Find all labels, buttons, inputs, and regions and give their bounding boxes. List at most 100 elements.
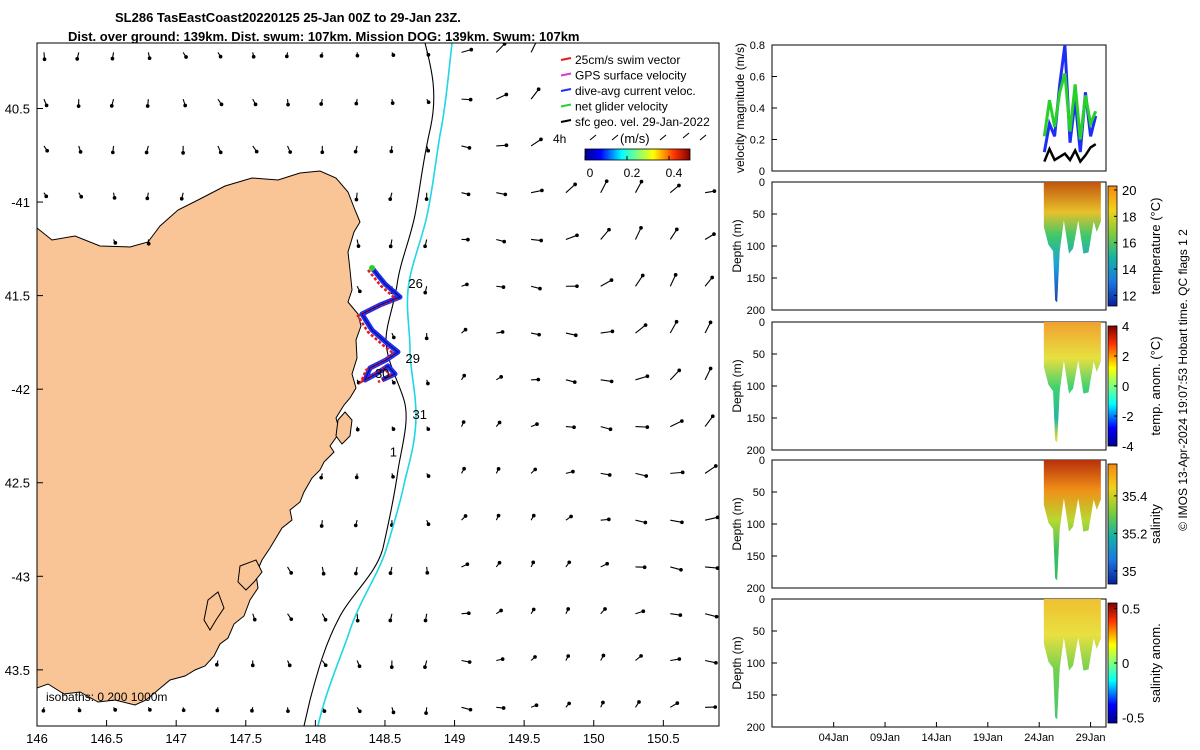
surface-velocity-arrow-head: [675, 701, 680, 705]
surface-velocity-arrow-head: [468, 707, 473, 712]
surface-velocity-arrow-head: [289, 571, 294, 575]
surface-velocity-arrow: [669, 321, 678, 334]
legend-swatch: [560, 72, 572, 77]
surface-velocity-arrow-head: [354, 475, 359, 480]
surface-velocity-arrow-head: [467, 660, 472, 664]
legend-entry: GPS surface velocity: [575, 69, 686, 83]
surface-velocity-arrow-head: [566, 607, 571, 611]
surface-velocity-arrow-head: [531, 513, 536, 518]
section-y-tick-label: 100: [747, 519, 765, 531]
surface-velocity-arrow-head: [604, 179, 609, 184]
surface-velocity-arrow-head: [637, 700, 641, 704]
section-y-tick-label: 0: [759, 455, 765, 467]
surface-velocity-arrow-head: [643, 323, 648, 327]
surface-velocity-arrow-head: [500, 330, 505, 334]
section-ylabel: Depth (m): [730, 359, 744, 412]
section-y-tick-label: 100: [747, 658, 765, 670]
surface-velocity-arrow-head: [500, 657, 505, 661]
surface-velocity-arrow-head: [502, 239, 507, 244]
surface-velocity-arrow: [600, 279, 612, 287]
section-y-tick-label: 100: [747, 381, 765, 393]
surface-velocity-arrow-head: [147, 56, 152, 61]
surface-velocity-arrow: [530, 138, 542, 147]
surface-velocity-arrow-head: [536, 377, 541, 382]
map-x-ticks: 146 146.5 147 147.5 148 148.5 149 149.5 150 150.5: [26, 720, 680, 746]
surface-velocity-arrow-head: [643, 520, 648, 525]
map-legend: 25cm/s swim vector GPS surface velocitydi…: [560, 53, 710, 141]
surface-velocity-arrow: [670, 420, 683, 428]
surface-velocity-arrow-head: [712, 232, 716, 236]
surface-velocity-arrow-head: [499, 374, 504, 379]
section-colorbar-tick-label: -2: [1122, 409, 1134, 424]
section-colorbar-tick-label: 0: [1122, 379, 1129, 394]
surface-velocity-arrow-head: [45, 148, 50, 153]
day-labels: 26 29 30 31 1: [375, 276, 427, 459]
surface-velocity-field: [41, 40, 719, 715]
surface-velocity-arrow-head: [389, 665, 394, 669]
surface-velocity-arrow-head: [388, 197, 393, 202]
surface-velocity-arrow-head: [423, 618, 428, 623]
surface-velocity-arrow-head: [462, 373, 467, 378]
surface-velocity-arrow-head: [536, 87, 541, 92]
section-y-tick-label: 0: [759, 594, 765, 606]
surface-velocity-arrow-head: [145, 196, 150, 201]
section-colorbar-tick-label: 18: [1122, 209, 1136, 224]
map-x-tick-label: 150: [583, 731, 605, 746]
surface-velocity-arrow-head: [253, 102, 258, 107]
time-x-tick-label: 24Jan: [1024, 732, 1054, 744]
surface-velocity-arrow-head: [112, 196, 117, 200]
surface-velocity-arrow-head: [496, 467, 501, 471]
surface-velocity-arrow-head: [504, 143, 509, 148]
section-colorbar-tick-label: 35: [1122, 564, 1136, 579]
map-y-tick-label: 42.5: [5, 476, 30, 491]
surface-velocity-arrow-head: [218, 150, 223, 155]
map-x-tick-label: 150.5: [647, 731, 680, 746]
surface-velocity-arrow-head: [533, 467, 538, 472]
surface-velocity-arrow: [634, 227, 642, 240]
surface-velocity-arrow: [635, 426, 648, 428]
surface-velocity-arrow-head: [148, 708, 152, 712]
map-panel: 26 29 30 31 1 isobaths: 0 200 1000m 146 146.5…: [5, 40, 720, 746]
surface-velocity-arrow: [669, 370, 680, 381]
surface-velocity-arrow-head: [605, 561, 609, 566]
surface-velocity-arrow-head: [680, 419, 684, 423]
surface-velocity-arrow-head: [503, 192, 508, 197]
velocity-ylabel: velocity magnitude (m/s): [733, 43, 747, 173]
surface-velocity-arrow-head: [286, 709, 290, 714]
surface-velocity-arrow-head: [355, 427, 360, 432]
legend-entry: dive-avg current veloc.: [575, 84, 696, 98]
surface-velocity-arrow-head: [44, 194, 49, 199]
surface-velocity-arrow-head: [356, 244, 361, 249]
colorbar-tick-label: 0.2: [624, 166, 641, 180]
surface-velocity-arrow-head: [501, 285, 506, 290]
section-colorbar-label: temperature (°C): [1148, 198, 1163, 295]
surface-velocity-arrow: [600, 330, 613, 334]
surface-velocity-arrow: [704, 613, 717, 618]
surface-velocity-arrow-head: [679, 567, 683, 572]
section-data-curtain: [1043, 599, 1101, 720]
surface-velocity-arrow-head: [462, 466, 466, 471]
surface-velocity-arrow-head: [113, 708, 118, 712]
surface-velocity-arrow-head: [319, 102, 324, 106]
velocity-y-tick-label: 0.6: [750, 72, 765, 84]
surface-velocity-arrow-head: [715, 566, 719, 570]
surface-velocity-arrow-head: [463, 327, 468, 332]
surface-velocity-arrow-head: [680, 470, 685, 475]
day-label: 29: [406, 351, 420, 366]
surface-velocity-arrow-head: [322, 709, 327, 713]
velocity-y-tick-label: 0.8: [750, 40, 765, 52]
section-colorbar-label: salinity anom.: [1148, 623, 1163, 702]
surface-velocity-arrow-head: [504, 92, 509, 97]
surface-velocity-arrow-head: [607, 227, 611, 232]
map-x-tick-label: 147.5: [230, 731, 263, 746]
velocity-y-tick-label: 0.4: [750, 103, 765, 115]
map-x-tick-label: 146: [26, 731, 48, 746]
map-y-tick-label: -42: [11, 382, 30, 397]
surface-velocity-arrow-head: [391, 427, 396, 431]
surface-velocity-arrow-head: [535, 40, 538, 43]
surface-velocity-arrow-head: [113, 241, 118, 245]
surface-velocity-arrow: [704, 368, 712, 381]
glider-track: [356, 265, 403, 385]
maria-island: [335, 411, 353, 445]
